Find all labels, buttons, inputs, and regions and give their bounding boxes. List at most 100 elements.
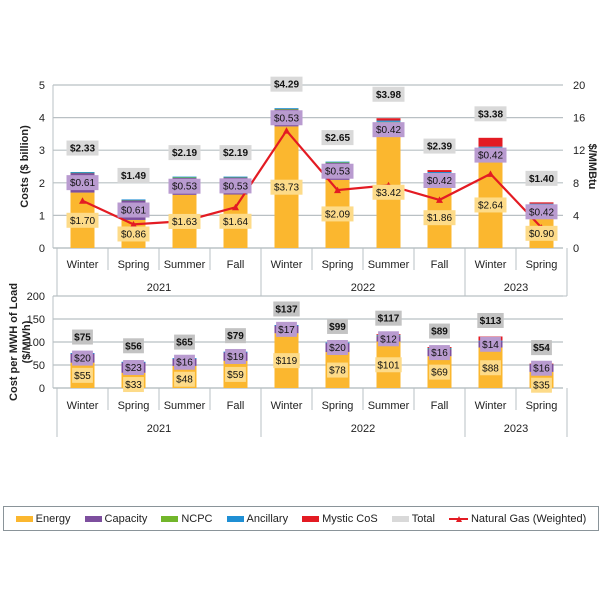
x-tick-label: Spring bbox=[526, 400, 558, 412]
y-axis-title: Cost per MWH of Load bbox=[8, 283, 20, 401]
energy-data-label-bg bbox=[72, 367, 93, 383]
capacity-data-label-bg bbox=[270, 110, 303, 126]
capacity-data-label: $19 bbox=[227, 352, 244, 363]
x-tick-label: Winter bbox=[271, 400, 303, 412]
legend-swatch-mystic bbox=[302, 515, 320, 522]
y-tick-label: 200 bbox=[27, 291, 45, 303]
x-group-label: 2022 bbox=[351, 423, 375, 435]
x-tick-label: Spring bbox=[322, 259, 354, 271]
x-tick-label: Spring bbox=[118, 259, 150, 271]
energy-data-label-bg bbox=[375, 357, 402, 373]
bar-segment-mystic-cos bbox=[478, 137, 503, 147]
total-data-label-bg bbox=[474, 106, 507, 122]
y2-tick-label: 4 bbox=[573, 210, 579, 222]
legend-item-ncpc[interactable]: NCPC bbox=[161, 513, 213, 525]
capacity-data-label-bg bbox=[168, 178, 201, 194]
capacity-data-label: $0.61 bbox=[70, 178, 95, 189]
bar-segment-ncpc bbox=[172, 177, 197, 179]
energy-data-label-bg bbox=[174, 371, 195, 387]
energy-data-label-bg bbox=[423, 210, 456, 226]
x-tick-label: Summer bbox=[368, 259, 410, 271]
total-data-label: $3.38 bbox=[478, 109, 503, 120]
total-data-label: $1.49 bbox=[121, 171, 146, 182]
total-data-label-bg bbox=[321, 130, 354, 146]
chart-legend: Energy Capacity NCPC Ancillary Mystic Co… bbox=[3, 506, 599, 531]
y-tick-label: 50 bbox=[33, 360, 45, 372]
y-tick-label: 3 bbox=[39, 145, 45, 157]
energy-data-label: $48 bbox=[176, 375, 193, 386]
energy-data-label: $88 bbox=[482, 363, 499, 374]
y-tick-label: 2 bbox=[39, 178, 45, 190]
line-marker-icon bbox=[448, 515, 468, 523]
capacity-data-label-bg bbox=[474, 147, 507, 163]
total-data-label: $65 bbox=[176, 338, 193, 349]
capacity-data-label: $17 bbox=[278, 325, 295, 336]
legend-item-natural-gas[interactable]: Natural Gas (Weighted) bbox=[448, 512, 587, 525]
x-group-label: 2021 bbox=[147, 282, 171, 294]
total-data-label-bg bbox=[273, 301, 300, 317]
gas-price-marker bbox=[487, 170, 494, 177]
total-data-label-bg bbox=[168, 145, 201, 161]
total-data-label: $75 bbox=[74, 333, 91, 344]
legend-item-ancillary[interactable]: Ancillary bbox=[226, 513, 288, 525]
capacity-data-label-bg bbox=[321, 163, 354, 179]
bar-segment-mystic-cos bbox=[427, 170, 452, 173]
energy-data-label: $0.86 bbox=[121, 229, 146, 240]
capacity-data-label-bg bbox=[429, 345, 450, 361]
bar-segment-ncpc bbox=[325, 162, 350, 164]
capacity-data-label-bg bbox=[66, 175, 99, 191]
capacity-data-label: $23 bbox=[125, 363, 142, 374]
y2-tick-label: 12 bbox=[573, 145, 585, 157]
x-tick-label: Spring bbox=[526, 259, 558, 271]
capacity-data-label: $0.42 bbox=[427, 176, 452, 187]
y2-tick-label: 16 bbox=[573, 113, 585, 125]
legend-item-mystic[interactable]: Mystic CoS bbox=[302, 513, 378, 525]
energy-data-label-bg bbox=[123, 377, 144, 393]
total-data-label-bg bbox=[531, 340, 552, 356]
x-tick-label: Winter bbox=[475, 400, 507, 412]
total-data-label-bg bbox=[117, 167, 150, 183]
bar-segment-ancillary bbox=[121, 199, 146, 201]
capacity-data-label-bg bbox=[117, 202, 150, 218]
capacity-data-label-bg bbox=[531, 360, 552, 376]
total-data-label: $79 bbox=[227, 331, 244, 342]
total-data-label: $137 bbox=[275, 304, 298, 315]
total-data-label-bg bbox=[423, 138, 456, 154]
legend-label: Natural Gas (Weighted) bbox=[470, 512, 587, 525]
energy-data-label: $0.90 bbox=[529, 229, 554, 240]
capacity-data-label-bg bbox=[276, 321, 297, 337]
energy-data-label: $1.63 bbox=[172, 217, 197, 228]
x-group-label: 2021 bbox=[147, 423, 171, 435]
legend-swatch-ncpc bbox=[161, 515, 179, 522]
x-tick-label: Fall bbox=[431, 259, 449, 271]
legend-item-capacity[interactable]: Capacity bbox=[84, 513, 147, 525]
legend-item-energy[interactable]: Energy bbox=[15, 513, 71, 525]
capacity-data-label-bg bbox=[219, 178, 252, 194]
x-tick-label: Fall bbox=[431, 400, 449, 412]
energy-data-label: $33 bbox=[125, 380, 142, 391]
legend-item-total[interactable]: Total bbox=[391, 513, 435, 525]
capacity-data-label: $16 bbox=[176, 358, 193, 369]
energy-data-label-bg bbox=[219, 213, 252, 229]
total-data-label-bg bbox=[270, 76, 303, 92]
energy-data-label-bg bbox=[372, 184, 405, 200]
x-group-label: 2023 bbox=[504, 423, 528, 435]
total-data-label: $117 bbox=[378, 314, 400, 325]
y2-tick-label: 8 bbox=[573, 178, 579, 190]
bar-segment-ancillary bbox=[376, 120, 401, 122]
bar-segment-ancillary bbox=[529, 203, 554, 205]
energy-data-label-bg bbox=[117, 226, 150, 242]
total-data-label: $2.19 bbox=[223, 148, 248, 159]
capacity-data-label: $0.53 bbox=[325, 167, 350, 178]
x-tick-label: Spring bbox=[118, 400, 150, 412]
energy-data-label-bg bbox=[531, 377, 552, 393]
x-tick-label: Winter bbox=[475, 259, 507, 271]
total-data-label: $1.40 bbox=[529, 174, 554, 185]
capacity-data-label-bg bbox=[378, 331, 399, 347]
energy-data-label-bg bbox=[66, 212, 99, 228]
capacity-data-label-bg bbox=[525, 204, 558, 220]
gas-price-marker bbox=[79, 197, 86, 204]
total-data-label-bg bbox=[174, 334, 195, 350]
legend-label: Mystic CoS bbox=[322, 512, 378, 525]
energy-data-label-bg bbox=[168, 213, 201, 229]
